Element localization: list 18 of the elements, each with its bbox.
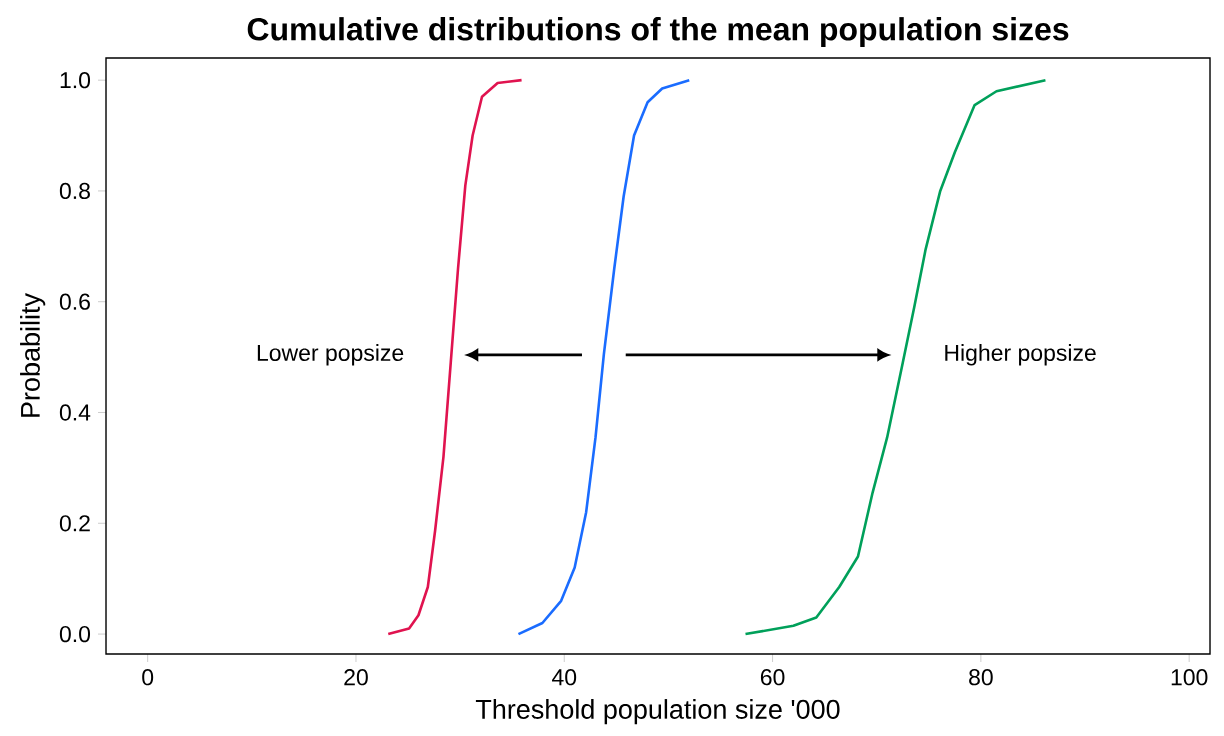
y-tick-label: 0.0	[59, 625, 91, 643]
x-tick-label: 0	[142, 669, 154, 686]
x-axis-title: Threshold population size '000	[475, 699, 840, 725]
y-axis-title: Probability	[20, 293, 46, 417]
x-tick-label: 40	[552, 669, 577, 686]
y-tick-label: 0.4	[59, 404, 91, 421]
x-tick-label: 60	[760, 669, 785, 686]
annotation: Higher popsize	[945, 344, 1096, 366]
y-tick-label: 1.0	[60, 72, 91, 89]
y-tick-label: 0.2	[59, 515, 90, 532]
y-tick-label: 0.6	[59, 293, 90, 310]
line-series	[517, 78, 691, 636]
x-tick-label: 100	[1171, 669, 1208, 686]
y-tick-label: 0.8	[59, 182, 90, 200]
x-tick-label: 80	[969, 669, 993, 686]
annotation: Lower popsize	[257, 344, 404, 366]
x-tick-label: 20	[344, 669, 368, 686]
chart-title: Cumulative distributions of the mean population sizes	[247, 17, 1069, 47]
